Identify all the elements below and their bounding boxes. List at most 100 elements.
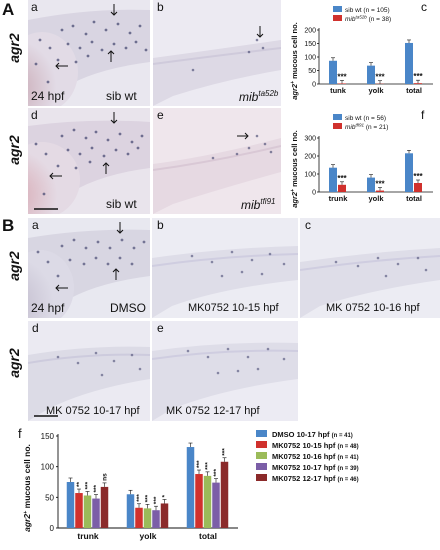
chart-f2-sig-1-3: ***	[153, 496, 160, 504]
chart-c-ylabel-rest: mucous cell no.	[290, 22, 299, 81]
chart-b-f: 0 50 100 150 agr2+ mucous cell no. ** *** *** ns…	[0, 424, 440, 550]
micrograph-a-b-image	[153, 0, 281, 106]
chart-f2-legend-label-0: DMSO 10-17 hpf (n = 41)	[272, 430, 353, 439]
panel-a-b-mib: mib	[239, 90, 259, 104]
chart-f1-ytick-label-2: 200	[304, 154, 316, 161]
chart-c-ylabel: agr2+ mucous cell no.	[290, 22, 299, 100]
chart-f2-bar-0-0	[66, 482, 75, 528]
chart-f2-legend-range-1: 10-15 hpf	[302, 441, 337, 450]
micrograph-b-d: d MK 0752 10-17 hpf	[28, 321, 150, 421]
chart-a-f-letter: f	[421, 108, 425, 122]
chart-c-sig-2: ***	[413, 72, 423, 81]
chart-f2-bar-1-3	[152, 510, 160, 528]
chart-f2-legend-range-3: 10-17 hpf	[302, 463, 337, 472]
panel-a-a-letter: a	[31, 0, 38, 14]
chart-f2-bar-2-0	[186, 447, 195, 528]
chart-c-ylabel-gene: agr2	[290, 83, 299, 100]
chart-f2-sig-1-2: ***	[145, 494, 152, 502]
chart-f2-ylabel-gene: agr2	[22, 514, 32, 532]
chart-c-bar-2-1	[414, 83, 422, 84]
chart-f2-ylabel-plus: +	[23, 511, 29, 514]
chart-c-ytick-label-3: 150	[304, 41, 316, 48]
chart-f2-legend-range-4: 12-17 hpf	[302, 474, 337, 483]
panel-a-a-stage: 24 hpf	[31, 89, 65, 103]
chart-f2-sig-2-3: ***	[213, 469, 220, 477]
chart-f2-legend-label-4: MK0752 12-17 hpf (n = 46)	[272, 474, 359, 483]
chart-f2-legend-n-3: (n = 39)	[337, 466, 358, 472]
chart-f1-ylabel-plus: +	[290, 189, 296, 192]
chart-c-legend-label-1: mibta52b (n = 38)	[345, 15, 391, 24]
micrograph-a-a-image	[28, 0, 150, 106]
panel-b-d-treatment: MK 0752 10-17 hpf	[46, 405, 140, 417]
micrograph-b-e-image	[152, 321, 298, 421]
chart-c-legend-swatch-0	[333, 6, 342, 12]
chart-f2-xtick-label-0: trunk	[77, 531, 99, 541]
section-b-letter: B	[2, 216, 15, 235]
chart-f2-legend-name-4: MK0752	[272, 474, 302, 483]
panel-a-e-mib: mib	[241, 198, 261, 212]
chart-f1-sig-0: ***	[337, 174, 347, 183]
chart-f2-ytick-label-0: 0	[50, 524, 55, 533]
chart-f2-sig-0-4: ns	[102, 473, 109, 481]
chart-c-ytick-label-0: 0	[312, 82, 316, 89]
chart-a-c-svg: sib wt (n = 105)mibta52b (n = 38)0501001…	[290, 6, 433, 100]
chart-f2-xtick-label-2: total	[199, 531, 217, 541]
micrograph-a-e: e mibtfi91	[153, 108, 281, 214]
chart-f1-xtick-label-2: total	[406, 194, 422, 203]
row-label-agr2-a2: agr2	[6, 135, 22, 165]
chart-c-sig-1: ***	[375, 73, 385, 82]
chart-f2-sig-2-2: ***	[205, 462, 212, 470]
panel-a-e-allele: tfi91	[260, 197, 276, 206]
chart-c-bar-2-0	[405, 42, 413, 84]
chart-f1-legend-n-0: (n = 56)	[363, 115, 386, 122]
chart-c-bar-1-0	[367, 65, 375, 84]
chart-f2-bar-0-1	[75, 493, 83, 528]
chart-f1-legend-label-0: sib wt (n = 56)	[345, 115, 386, 122]
panel-b-e-treatment: MK 0752 12-17 hpf	[166, 405, 260, 417]
chart-f2-legend-n-0: (n = 41)	[332, 433, 353, 439]
chart-f1-bar-1-1	[376, 190, 384, 192]
micrograph-b-a: a 24 hpf DMSO	[28, 218, 150, 318]
chart-f2-legend-label-2: MK0752 10-16 hpf (n = 41)	[272, 452, 359, 461]
chart-f2-bar-0-4	[100, 486, 109, 528]
chart-f1-bar-2-1	[414, 183, 422, 192]
panel-b-e-letter: e	[157, 321, 164, 335]
chart-f2-sig-0-3: ***	[93, 485, 100, 493]
chart-f2-legend-swatch-2	[256, 452, 267, 459]
chart-f1-legend-n-1: (n = 21)	[366, 124, 389, 131]
chart-f2-legend-n-4: (n = 46)	[337, 477, 358, 483]
panel-b-b-treatment: MK0752 10-15 hpf	[188, 302, 279, 314]
chart-f1-ylabel-rest: mucous cell no.	[290, 130, 299, 189]
chart-f2-ytick-label-1: 50	[45, 493, 54, 502]
chart-f2-legend-swatch-4	[256, 474, 267, 481]
chart-f2-legend-label-3: MK0752 10-17 hpf (n = 39)	[272, 463, 359, 472]
panel-b-c-treatment: MK 0752 10-16 hpf	[326, 302, 420, 314]
chart-c-legend-label-0: sib wt (n = 105)	[345, 7, 390, 14]
chart-a-f: sib wt (n = 56) mibtfi91 (n = 21) 0 100 200 3…	[283, 108, 440, 214]
chart-f2-bar-0-2	[83, 495, 92, 528]
chart-f1-legend-swatch-1	[333, 123, 342, 129]
chart-c-sig-0: ***	[337, 72, 347, 81]
chart-f1-ytick-label-3: 300	[304, 136, 316, 143]
panel-b-d-letter: d	[32, 321, 39, 335]
chart-f2-bar-1-4	[160, 503, 169, 528]
panel-a-b-genotype: mibta52b	[239, 89, 278, 104]
chart-c-legend-swatch-1	[333, 15, 342, 21]
chart-f2-sig-1-1: ***	[136, 494, 143, 502]
chart-c-legend-n-1: (n = 38)	[369, 16, 392, 23]
micrograph-b-e: e MK 0752 12-17 hpf	[152, 321, 298, 421]
micrograph-b-d-image	[28, 321, 150, 421]
micrograph-b-c-image	[300, 218, 440, 318]
chart-f1-xtick-label-1: yolk	[368, 194, 384, 203]
row-label-agr2-a1: agr2	[6, 33, 22, 63]
panel-a-d-letter: d	[31, 108, 38, 122]
panel-a-e-letter: e	[157, 108, 164, 122]
panel-b-b-letter: b	[157, 218, 164, 232]
chart-f1-sig-2: ***	[413, 172, 423, 181]
chart-f2-sig-2-1: ***	[196, 460, 203, 468]
micrograph-a-e-image	[153, 108, 281, 214]
panel-a-a-genotype: sib wt	[106, 89, 137, 103]
chart-a-c: sib wt (n = 105) mibta52b (n = 38) 0 50 100 1…	[283, 0, 440, 106]
chart-f2-bar-1-1	[135, 507, 143, 528]
chart-f2-xtick-label-1: yolk	[139, 531, 156, 541]
